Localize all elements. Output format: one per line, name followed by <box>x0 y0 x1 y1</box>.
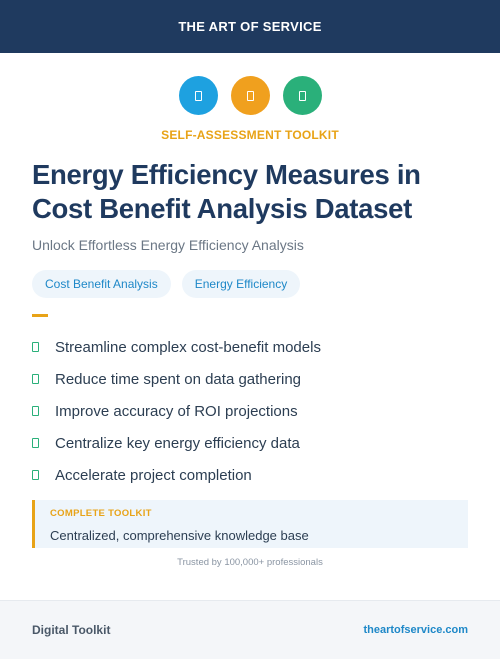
feature-text: Reduce time spent on data gathering <box>55 370 301 388</box>
top-banner: THE ART OF SERVICE <box>0 0 500 53</box>
page-subtitle: Unlock Effortless Energy Efficiency Anal… <box>32 237 304 253</box>
check-icon <box>32 374 39 384</box>
list-item: Improve accuracy of ROI projections <box>32 395 321 427</box>
toolkit-callout: COMPLETE TOOLKIT Centralized, comprehens… <box>32 500 468 548</box>
check-icon <box>32 406 39 416</box>
document-icon <box>230 76 270 115</box>
list-item: Reduce time spent on data gathering <box>32 363 321 395</box>
page-title: Energy Efficiency Measures in Cost Benef… <box>32 159 421 224</box>
document-icon <box>178 76 218 115</box>
list-item: Streamline complex cost-benefit models <box>32 331 321 363</box>
feature-list: Streamline complex cost-benefit models R… <box>32 331 321 491</box>
callout-kicker: COMPLETE TOOLKIT <box>50 508 152 519</box>
feature-text: Centralize key energy efficiency data <box>55 434 300 452</box>
check-icon <box>32 342 39 352</box>
list-item: Centralize key energy efficiency data <box>32 427 321 459</box>
divider <box>32 314 48 317</box>
check-icon <box>32 470 39 480</box>
callout-text: Centralized, comprehensive knowledge bas… <box>50 528 309 543</box>
toolkit-kicker: SELF-ASSESSMENT TOOLKIT <box>161 128 339 142</box>
feature-text: Accelerate project completion <box>55 466 252 484</box>
trust-note: Trusted by 100,000+ professionals <box>177 557 323 568</box>
tag-chip: Cost Benefit Analysis <box>32 270 171 298</box>
icon-row <box>0 76 500 115</box>
document-icon <box>282 76 322 115</box>
website-link[interactable]: theartofservice.com <box>363 624 468 636</box>
brand-name: THE ART OF SERVICE <box>178 19 322 34</box>
feature-text: Improve accuracy of ROI projections <box>55 402 298 420</box>
check-icon <box>32 438 39 448</box>
tag-chip: Energy Efficiency <box>181 270 301 298</box>
footer: Digital Toolkit theartofservice.com <box>0 600 500 659</box>
footer-label: Digital Toolkit <box>32 623 111 637</box>
list-item: Accelerate project completion <box>32 459 321 491</box>
feature-text: Streamline complex cost-benefit models <box>55 338 321 356</box>
tag-list: Cost Benefit Analysis Energy Efficiency <box>32 270 301 298</box>
